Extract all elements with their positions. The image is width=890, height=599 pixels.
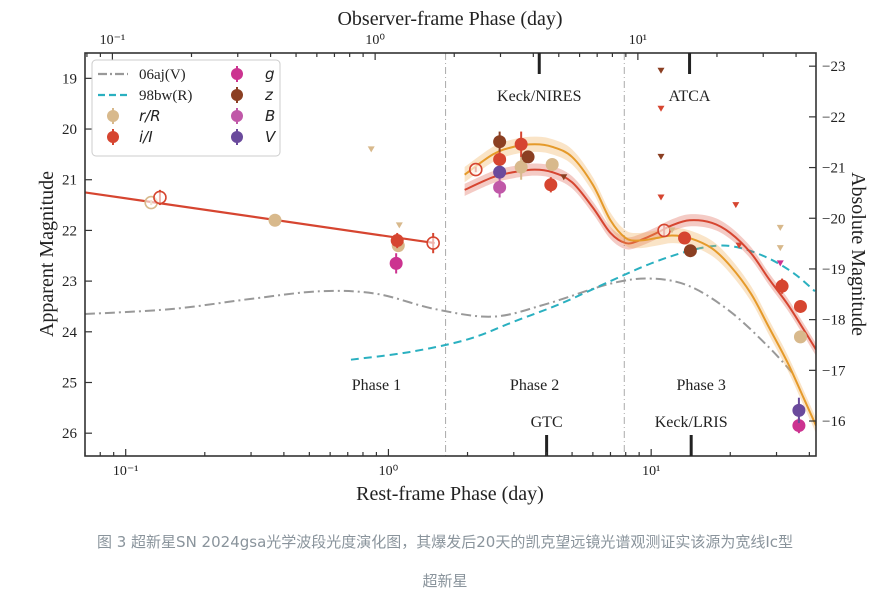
phase-label: Phase 2 bbox=[510, 377, 559, 394]
fit-uncertainty-band bbox=[464, 163, 816, 356]
phase-label: Phase 1 bbox=[352, 377, 401, 394]
y-tick-label: 19 bbox=[62, 71, 77, 87]
data-point bbox=[514, 160, 528, 174]
upper-limit-marker bbox=[657, 194, 665, 201]
legend-label: 98bw(R) bbox=[139, 88, 192, 104]
upper-limit-marker bbox=[735, 242, 743, 249]
x-tick-label: 10⁰ bbox=[379, 464, 399, 479]
data-point bbox=[545, 158, 559, 172]
y-tick-label: 26 bbox=[62, 426, 78, 442]
legend-label: V bbox=[265, 128, 277, 146]
phase-label: Phase 3 bbox=[677, 377, 726, 394]
data-point bbox=[793, 299, 807, 313]
data-point-open bbox=[426, 236, 440, 250]
y-axis-label: Apparent Magnitude bbox=[36, 171, 58, 337]
y-right-tick-label: −22 bbox=[822, 110, 845, 126]
data-point bbox=[268, 213, 282, 227]
x-top-tick-label: 10⁻¹ bbox=[100, 33, 126, 48]
data-point bbox=[544, 178, 558, 192]
data-point bbox=[521, 150, 535, 164]
data-point bbox=[493, 152, 507, 166]
upper-limit-marker bbox=[732, 202, 740, 209]
observation-label: ATCA bbox=[669, 88, 711, 105]
legend-label: z bbox=[264, 86, 274, 104]
data-point-open bbox=[153, 190, 167, 205]
series-line-06aj-v- bbox=[85, 277, 795, 376]
legend-marker bbox=[231, 110, 243, 122]
upper-limit-marker bbox=[395, 222, 403, 229]
legend-label: r/R bbox=[139, 107, 161, 125]
legend-marker bbox=[231, 131, 243, 143]
data-point bbox=[493, 165, 507, 179]
data-point-open bbox=[468, 162, 483, 177]
data-point bbox=[493, 180, 507, 194]
data-point bbox=[793, 330, 807, 344]
y-tick-label: 25 bbox=[62, 375, 77, 391]
x-axis-label: Rest-frame Phase (day) bbox=[356, 483, 544, 505]
light-curve-chart: Phase 1 Phase 2 Phase 3 Keck/NIRES ATCA GTC K… bbox=[36, 8, 869, 505]
upper-limit-marker bbox=[657, 105, 665, 112]
legend-label: 06aj(V) bbox=[139, 67, 186, 83]
y-right-tick-label: −19 bbox=[822, 262, 845, 278]
data-point bbox=[514, 137, 528, 151]
legend-label: B bbox=[265, 107, 275, 125]
y-tick-label: 21 bbox=[62, 173, 77, 189]
legend-marker bbox=[231, 68, 243, 80]
y-right-tick-label: −23 bbox=[822, 59, 845, 75]
y-right-tick-label: −17 bbox=[822, 363, 846, 379]
plot-frame bbox=[84, 52, 817, 457]
y-right-tick-label: −16 bbox=[822, 414, 846, 430]
x-tick-label: 10¹ bbox=[642, 464, 660, 479]
x-tick-label: 10⁻¹ bbox=[113, 464, 139, 479]
data-point bbox=[775, 279, 789, 293]
y-tick-label: 22 bbox=[62, 223, 77, 239]
data-point bbox=[390, 234, 404, 248]
x-top-tick-label: 10¹ bbox=[629, 33, 647, 48]
data-point bbox=[389, 256, 403, 270]
fit-line bbox=[464, 168, 816, 351]
observation-label: GTC bbox=[531, 414, 563, 431]
y-right-axis-label: Absolute Magnitude bbox=[847, 172, 869, 336]
observation-label: Keck/NIRES bbox=[497, 88, 581, 105]
legend-marker bbox=[107, 110, 119, 122]
data-point bbox=[683, 244, 697, 258]
upper-limit-marker bbox=[668, 227, 676, 234]
x-top-tick-label: 10⁰ bbox=[365, 33, 385, 48]
data-point bbox=[792, 419, 806, 433]
y-tick-label: 20 bbox=[62, 122, 77, 138]
observation-label: Keck/LRIS bbox=[655, 414, 728, 431]
series-line-i-i-phase1-fit bbox=[85, 191, 435, 245]
y-right-tick-label: −21 bbox=[822, 161, 845, 177]
data-point-open bbox=[657, 223, 671, 238]
figure-caption-line-1: 图 3 超新星SN 2024gsa光学波段光度演化图，其爆发后20天的凯克望远镜… bbox=[96, 533, 794, 551]
y-tick-label: 23 bbox=[62, 274, 77, 290]
legend-label: g bbox=[265, 65, 275, 83]
y-right-tick-label: −20 bbox=[822, 211, 845, 227]
upper-limit-marker bbox=[776, 260, 784, 267]
data-point bbox=[792, 403, 806, 417]
data-point bbox=[493, 135, 507, 149]
legend-label: i/I bbox=[139, 128, 153, 146]
x-top-axis-label: Observer-frame Phase (day) bbox=[337, 8, 562, 30]
y-tick-label: 24 bbox=[62, 325, 78, 341]
fit-line bbox=[464, 143, 816, 426]
legend-marker bbox=[231, 89, 243, 101]
upper-limit-marker bbox=[560, 174, 568, 181]
figure-caption-line-2: 超新星 bbox=[422, 572, 468, 590]
upper-limit-marker bbox=[657, 153, 665, 160]
y-right-tick-label: −18 bbox=[822, 313, 845, 329]
upper-limit-marker bbox=[776, 245, 784, 252]
data-point bbox=[678, 231, 692, 245]
legend-box bbox=[91, 59, 281, 157]
upper-limit-marker bbox=[367, 146, 375, 153]
upper-limit-marker bbox=[776, 224, 784, 231]
legend-marker bbox=[107, 131, 119, 143]
upper-limit-marker bbox=[657, 67, 665, 74]
series-line-98bw-r- bbox=[350, 244, 816, 361]
